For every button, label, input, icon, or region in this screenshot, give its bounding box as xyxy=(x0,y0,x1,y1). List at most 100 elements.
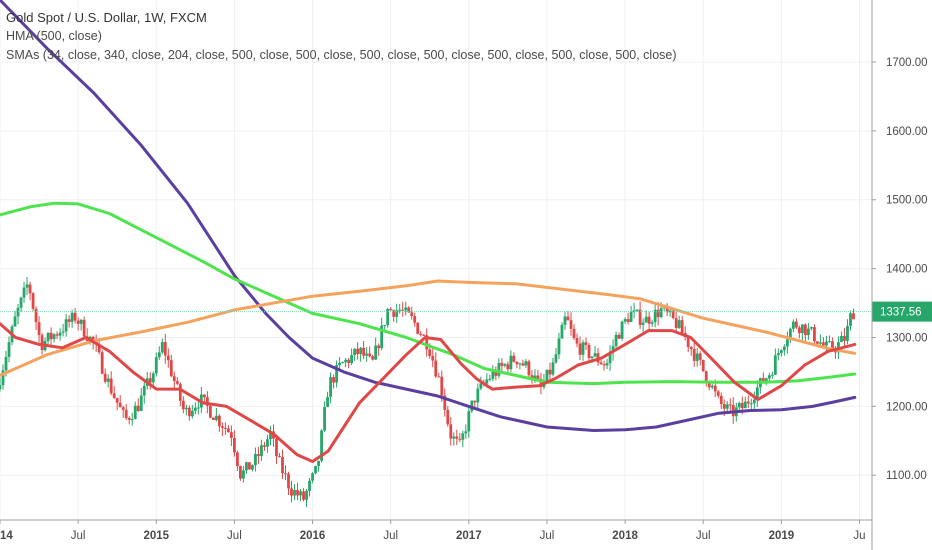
candle-body xyxy=(166,355,170,361)
candle-body xyxy=(509,355,513,370)
candle-body xyxy=(112,393,116,398)
candle-body xyxy=(575,338,579,344)
candle-body xyxy=(840,336,843,343)
candle-body xyxy=(275,438,278,457)
candle-body xyxy=(807,328,810,336)
candle-body xyxy=(593,353,597,357)
candle-body xyxy=(184,407,188,410)
candle-body xyxy=(440,376,444,396)
candle-body xyxy=(284,473,287,475)
hma-indicator-label[interactable]: HMA (500, close) xyxy=(6,29,102,43)
candle-body xyxy=(359,347,363,355)
candle-body xyxy=(148,378,152,383)
candle-body xyxy=(671,310,675,319)
chart-title[interactable]: Gold Spot / U.S. Dollar, 1W, FXCM xyxy=(6,10,207,25)
x-tick-label: 2014 xyxy=(0,530,13,542)
candle-body xyxy=(356,348,360,355)
candle-body xyxy=(587,344,591,359)
candle-body xyxy=(473,400,477,403)
candle-body xyxy=(223,427,227,429)
y-tick-label: 1200.00 xyxy=(886,401,928,413)
candle-body xyxy=(154,357,158,374)
candle-body xyxy=(458,438,462,440)
candle-body xyxy=(680,320,684,333)
candle-body xyxy=(380,325,384,349)
candle-body xyxy=(79,319,83,324)
candle-body xyxy=(548,369,552,375)
candle-body xyxy=(278,456,281,458)
candle-body xyxy=(326,396,329,408)
candle-body xyxy=(287,473,290,489)
candle-body xyxy=(190,410,194,417)
candle-body xyxy=(755,387,759,400)
candle-body xyxy=(527,361,531,376)
candle-body xyxy=(142,385,146,396)
candle-body xyxy=(205,397,209,406)
candle-body xyxy=(737,402,741,408)
x-tick-label: 2019 xyxy=(769,530,795,542)
candle-body xyxy=(638,309,642,325)
candle-body xyxy=(608,352,612,364)
candle-body xyxy=(725,404,729,409)
candle-body xyxy=(52,334,56,340)
candle-body xyxy=(810,327,813,329)
candle-body xyxy=(626,319,630,322)
candle-body xyxy=(296,490,299,496)
candle-body xyxy=(500,362,504,366)
candle-body xyxy=(76,320,80,324)
candle-body xyxy=(524,361,528,366)
candle-body xyxy=(491,371,495,379)
candle-body xyxy=(130,419,134,421)
candle-body xyxy=(347,359,351,364)
candle-body xyxy=(136,405,140,411)
candle-body xyxy=(728,404,732,406)
candle-body xyxy=(476,388,480,403)
candle-body xyxy=(407,307,411,313)
candle-body xyxy=(578,343,582,355)
candle-body xyxy=(629,312,633,322)
candle-body xyxy=(236,452,239,467)
candle-body xyxy=(503,364,507,366)
candle-body xyxy=(139,395,143,411)
candle-body xyxy=(422,334,426,336)
candle-body xyxy=(611,346,615,353)
candle-body xyxy=(157,352,161,358)
candle-body xyxy=(386,309,390,326)
candle-body xyxy=(797,327,801,334)
candle-body xyxy=(494,371,498,376)
candle-body xyxy=(374,345,378,360)
candle-body xyxy=(689,346,693,349)
candle-body xyxy=(644,316,648,323)
candle-body xyxy=(813,327,816,342)
candle-body xyxy=(590,356,594,359)
candle-body xyxy=(569,320,573,329)
candle-body xyxy=(233,437,236,453)
candle-body xyxy=(49,332,53,340)
candle-body xyxy=(800,324,804,334)
candle-body xyxy=(28,284,32,294)
candle-body xyxy=(816,341,819,344)
candle-body xyxy=(843,336,846,341)
last-price-line: 1337.56 xyxy=(0,301,932,322)
x-tick-label: 2018 xyxy=(612,530,638,542)
candle-body xyxy=(434,360,438,377)
candle-body xyxy=(695,353,699,361)
candle-body xyxy=(452,436,456,439)
candle-body xyxy=(220,426,224,428)
candle-body xyxy=(31,293,35,309)
candle-body xyxy=(776,353,780,356)
candle-body xyxy=(788,328,792,340)
candle-body xyxy=(828,341,831,343)
candle-body xyxy=(25,284,29,288)
candle-body xyxy=(653,309,657,323)
candle-body xyxy=(260,445,263,457)
candle-body xyxy=(530,375,534,379)
candle-body xyxy=(404,307,408,311)
y-tick-label: 1700.00 xyxy=(886,57,928,69)
smas-indicator-label[interactable]: SMAs (34, close, 340, close, 204, close,… xyxy=(6,48,677,62)
candle-body xyxy=(782,346,786,351)
candle-body xyxy=(13,316,17,327)
candle-body xyxy=(239,466,242,479)
candle-body xyxy=(371,356,375,360)
